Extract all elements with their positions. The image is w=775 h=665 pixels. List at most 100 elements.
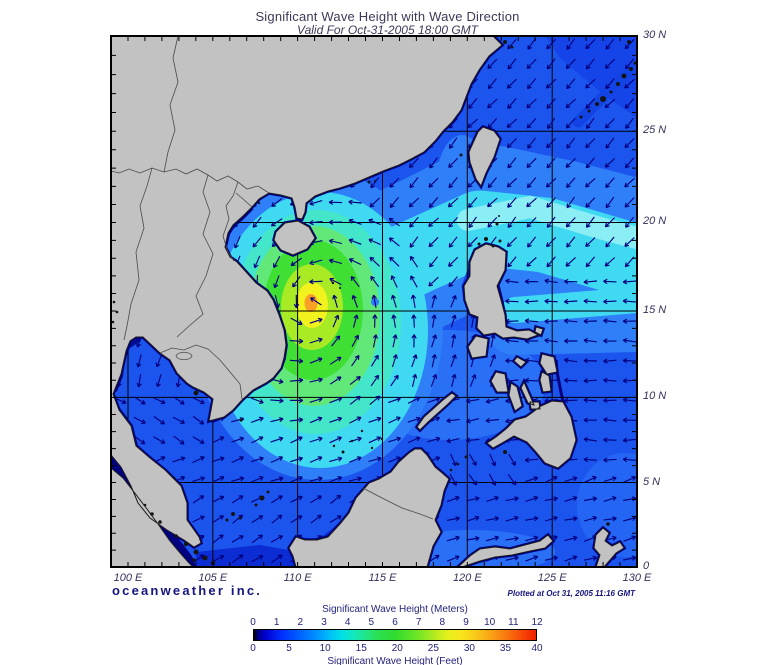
island-speck	[332, 444, 336, 448]
colorbar-title-meters: Significant Wave Height (Meters)	[322, 604, 468, 615]
meters-tick-5: 5	[368, 617, 375, 628]
island-speck	[510, 45, 514, 49]
island-speck	[259, 495, 265, 501]
island-speck	[183, 541, 189, 547]
map-frame	[110, 35, 638, 568]
lon-label-105: 105 E	[198, 572, 228, 584]
colorbar-meters-ticks: 0 1 2 3 4 5 6 7 8 9 10 11 12	[250, 616, 542, 629]
island-speck	[498, 215, 500, 217]
feet-tick-30: 30	[463, 643, 475, 654]
feet-tick-35: 35	[499, 643, 512, 654]
lon-label-130: 130 E	[622, 572, 652, 584]
meters-tick-0: 0	[250, 617, 256, 628]
island-speck	[150, 512, 154, 516]
meters-tick-8: 8	[439, 617, 446, 628]
island-speck	[627, 40, 631, 44]
island-speck	[202, 555, 208, 561]
islet-specks	[111, 40, 637, 566]
island-speck	[484, 237, 488, 241]
island-speck	[341, 450, 345, 454]
degree-tick-marks	[110, 35, 638, 568]
tick-marks	[110, 35, 638, 568]
island-speck	[266, 490, 270, 494]
colorbar-feet-ticks: 0 5 10 15 20 25 30 35 40	[250, 642, 542, 655]
island-speck	[158, 520, 162, 524]
meters-tick-3: 3	[321, 617, 327, 628]
lon-label-110: 110 E	[283, 572, 312, 584]
island-speck	[370, 446, 374, 450]
island-speck	[174, 534, 178, 538]
frame-border	[110, 35, 638, 568]
island-speck	[633, 61, 637, 65]
oceanweather-logo-text: oceanweather inc.	[112, 583, 263, 598]
island-speck	[112, 300, 116, 304]
island-speck	[579, 115, 583, 119]
island-speck	[239, 418, 243, 422]
inland-borders	[111, 36, 434, 520]
land-masses	[111, 36, 637, 567]
lat-label-15: 15 N	[643, 303, 667, 316]
storm-core-orange	[304, 294, 318, 312]
island-speck	[456, 462, 460, 466]
lat-label-30: 30 N	[643, 29, 667, 41]
meters-tick-11: 11	[508, 617, 519, 628]
meters-tick-10: 10	[484, 617, 496, 628]
island-speck	[331, 281, 335, 285]
lon-label-125: 125 E	[537, 572, 567, 584]
island-speck	[491, 244, 495, 248]
island-speck	[172, 476, 176, 480]
lon-label-120: 120 E	[452, 572, 482, 584]
chart-valid-time: Valid For Oct-31-2005 18:00 GMT	[297, 23, 478, 37]
island-speck	[459, 153, 463, 157]
island-speck	[498, 239, 502, 243]
island-speck	[629, 67, 633, 71]
feet-tick-25: 25	[427, 643, 439, 654]
island-speck	[606, 522, 610, 526]
island-speck	[192, 558, 196, 562]
island-speck	[449, 468, 453, 472]
island-speck	[495, 222, 499, 226]
island-speck	[231, 512, 235, 516]
island-speck	[503, 40, 507, 44]
island-speck	[111, 320, 115, 324]
feet-tick-20: 20	[391, 643, 403, 654]
celebes-light-patch	[577, 453, 637, 557]
colorbar-title-feet: Significant Wave Height (Feet)	[327, 656, 463, 665]
karimata-dark	[196, 545, 300, 567]
lon-label-115: 115 E	[368, 572, 397, 584]
lat-label-10: 10 N	[643, 390, 667, 403]
feet-tick-10: 10	[319, 643, 331, 654]
meters-tick-7: 7	[415, 617, 422, 628]
feet-tick-40: 40	[531, 643, 543, 654]
pale-cyan-band	[457, 195, 637, 249]
lat-label-5: 5 N	[643, 475, 661, 488]
island-speck	[503, 450, 507, 454]
island-speck	[477, 242, 481, 246]
lat-label-0: 0	[643, 560, 650, 572]
lon-label-100: 100 E	[113, 572, 143, 584]
meters-tick-4: 4	[344, 617, 351, 628]
island-speck	[600, 96, 606, 102]
island-speck	[143, 503, 147, 507]
island-speck	[360, 429, 364, 433]
island-speck	[464, 455, 468, 459]
plotted-timestamp: Plotted at Oct 31, 2005 11:16 GMT	[507, 589, 635, 598]
island-speck	[380, 437, 384, 441]
island-speck	[339, 287, 341, 289]
meters-tick-12: 12	[531, 617, 543, 628]
island-speck	[193, 390, 199, 396]
chart-title: Significant Wave Height with Wave Direct…	[255, 9, 520, 24]
island-speck	[238, 516, 242, 520]
meters-tick-6: 6	[392, 617, 398, 628]
feet-tick-5: 5	[286, 643, 292, 654]
east-luzon-band-light-blue	[485, 292, 637, 355]
island-speck	[374, 180, 376, 182]
colorbar-gradient-bar	[253, 629, 537, 641]
island-speck	[193, 549, 199, 555]
island-speck	[609, 90, 613, 94]
island-speck	[616, 82, 620, 86]
meters-tick-1: 1	[273, 617, 280, 628]
